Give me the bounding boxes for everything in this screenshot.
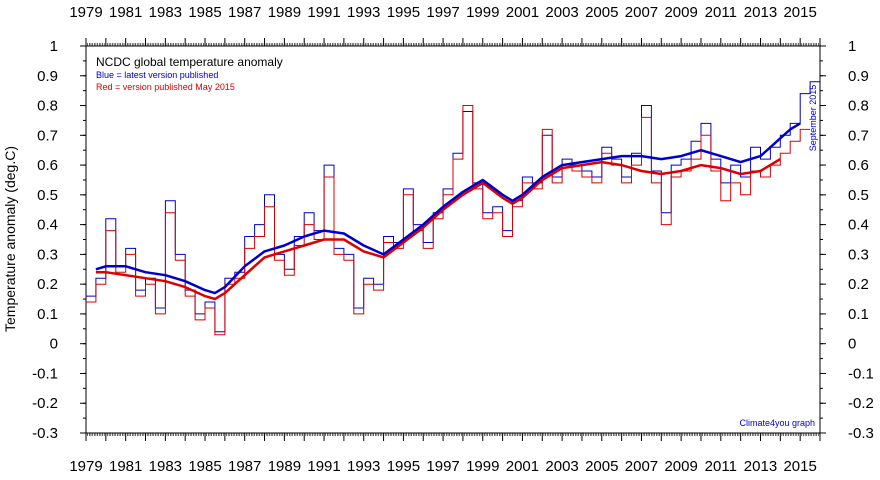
y-tick-label-left: 0.9 [37, 68, 58, 85]
x-tick-label-bottom: 2015 [783, 458, 816, 475]
y-tick-label-right: -0.3 [848, 425, 874, 442]
series-layer [86, 81, 820, 336]
x-tick-label-top: 1993 [347, 4, 380, 21]
y-tick-label-left: 0.6 [37, 157, 58, 174]
x-tick-label-bottom: 1989 [268, 458, 301, 475]
x-tick-label-top: 1991 [307, 4, 340, 21]
x-tick-label-top: 1999 [466, 4, 499, 21]
y-tick-label-left: 0 [50, 336, 58, 353]
y-tick-label-left: 0.8 [37, 98, 58, 115]
x-tick-label-top: 1979 [69, 4, 102, 21]
x-tick-label-bottom: 2007 [625, 458, 658, 475]
y-tick-label-right: -0.2 [848, 395, 874, 412]
y-tick-label-right: 0.4 [848, 217, 869, 234]
x-tick-label-top: 1997 [426, 4, 459, 21]
x-tick-label-top: 2005 [585, 4, 618, 21]
y-tick-label-left: 0.4 [37, 217, 58, 234]
y-tick-label-left: 0.3 [37, 246, 58, 263]
y-tick-label-right: 0 [848, 336, 856, 353]
y-tick-label-right: 0.6 [848, 157, 869, 174]
x-tick-label-top: 2003 [545, 4, 578, 21]
x-tick-label-top: 1987 [228, 4, 261, 21]
x-tick-label-bottom: 2003 [545, 458, 578, 475]
axes: 1 1 0.9 0.9 0.8 0.8 0.7 0.7 0.6 0.6 0.5 0.5 0.4 0.4 0.… [32, 4, 874, 475]
series-blue-running-mean [95, 122, 801, 295]
y-tick-label-left: 0.2 [37, 276, 58, 293]
x-tick-label-top: 1995 [387, 4, 420, 21]
y-tick-label-right: 0.7 [848, 127, 869, 144]
x-tick-label-bottom: 1983 [149, 458, 182, 475]
y-tick-label-left: 1 [50, 38, 58, 55]
y-tick-label-left: 0.1 [37, 306, 58, 323]
y-tick-label-right: -0.1 [848, 365, 874, 382]
series-red-monthly [86, 105, 811, 336]
y-tick-label-right: 0.8 [848, 98, 869, 115]
y-tick-label-left: 0.5 [37, 187, 58, 204]
date-stamp: September 2015 [808, 85, 818, 152]
x-tick-label-bottom: 1999 [466, 458, 499, 475]
y-tick-label-right: 0.3 [848, 246, 869, 263]
y-tick-label-left: -0.2 [32, 395, 58, 412]
y-tick-label-right: 0.2 [848, 276, 869, 293]
y-tick-label-right: 1 [848, 38, 856, 55]
y-tick-label-right: 0.5 [848, 187, 869, 204]
y-tick-label-left: 0.7 [37, 127, 58, 144]
series-blue-monthly [86, 81, 820, 333]
x-tick-label-top: 2013 [744, 4, 777, 21]
x-tick-label-top: 2015 [783, 4, 816, 21]
x-tick-label-top: 1981 [109, 4, 142, 21]
x-tick-label-bottom: 1987 [228, 458, 261, 475]
y-tick-label-left: -0.1 [32, 365, 58, 382]
x-tick-label-top: 1989 [268, 4, 301, 21]
x-tick-label-bottom: 1979 [69, 458, 102, 475]
credit-label: Climate4you graph [739, 418, 815, 428]
y-axis-label: Temperature anomaly (deg.C) [2, 146, 18, 332]
x-tick-label-bottom: 1991 [307, 458, 340, 475]
x-tick-label-bottom: 2005 [585, 458, 618, 475]
x-tick-label-top: 2011 [705, 4, 737, 21]
series-red-running-mean [95, 158, 781, 301]
x-tick-label-bottom: 1981 [109, 458, 142, 475]
y-tick-label-left: -0.3 [32, 425, 58, 442]
x-tick-label-top: 2007 [625, 4, 658, 21]
x-tick-label-bottom: 2013 [744, 458, 777, 475]
x-tick-label-bottom: 2001 [506, 458, 539, 475]
x-tick-label-bottom: 2009 [664, 458, 697, 475]
y-tick-label-right: 0.1 [848, 306, 869, 323]
x-tick-label-bottom: 2011 [705, 458, 737, 475]
x-tick-label-bottom: 1995 [387, 458, 420, 475]
plot-frame [85, 45, 821, 434]
legend-red: Red = version published May 2015 [96, 82, 235, 92]
legend-blue: Blue = latest version published [96, 70, 218, 80]
label-layer: NCDC global temperature anomaly Blue = l… [2, 55, 818, 428]
chart-title: NCDC global temperature anomaly [96, 55, 283, 69]
x-tick-label-top: 1983 [149, 4, 182, 21]
x-tick-label-top: 2001 [506, 4, 539, 21]
x-tick-label-top: 1985 [188, 4, 221, 21]
x-tick-label-top: 2009 [664, 4, 697, 21]
x-tick-label-bottom: 1997 [426, 458, 459, 475]
y-tick-label-right: 0.9 [848, 68, 869, 85]
x-tick-label-bottom: 1993 [347, 458, 380, 475]
x-tick-label-bottom: 1985 [188, 458, 221, 475]
